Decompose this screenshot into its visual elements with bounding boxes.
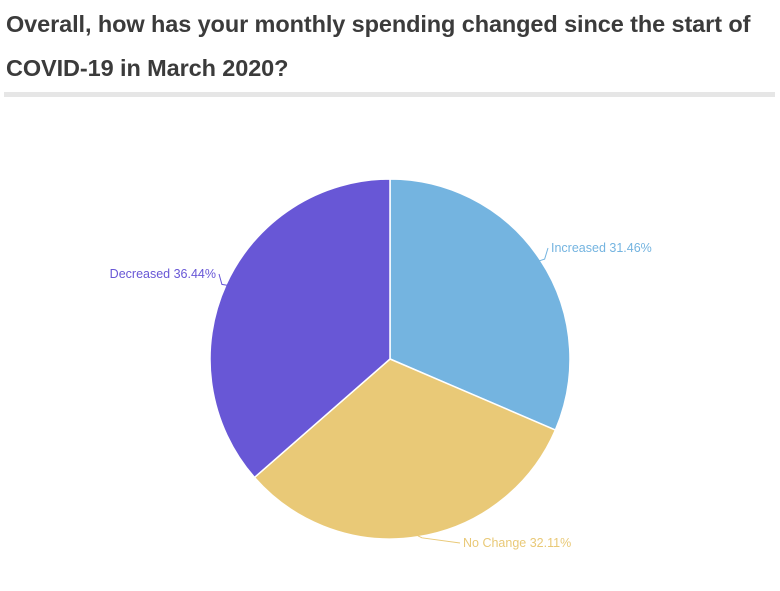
chart-title: Overall, how has your monthly spending c… <box>6 11 751 81</box>
leader-line-no-change <box>417 535 461 544</box>
title-divider <box>4 92 775 97</box>
slice-label-decreased: Decreased 36.44% <box>110 267 216 281</box>
pie-slice-increased <box>389 178 571 431</box>
slice-label-increased: Increased 31.46% <box>551 241 652 255</box>
slice-label-no-change: No Change 32.11% <box>463 536 571 550</box>
leader-line-decreased <box>218 273 228 286</box>
leader-line-increased <box>538 247 549 262</box>
pie-slice-no-change <box>253 358 557 540</box>
